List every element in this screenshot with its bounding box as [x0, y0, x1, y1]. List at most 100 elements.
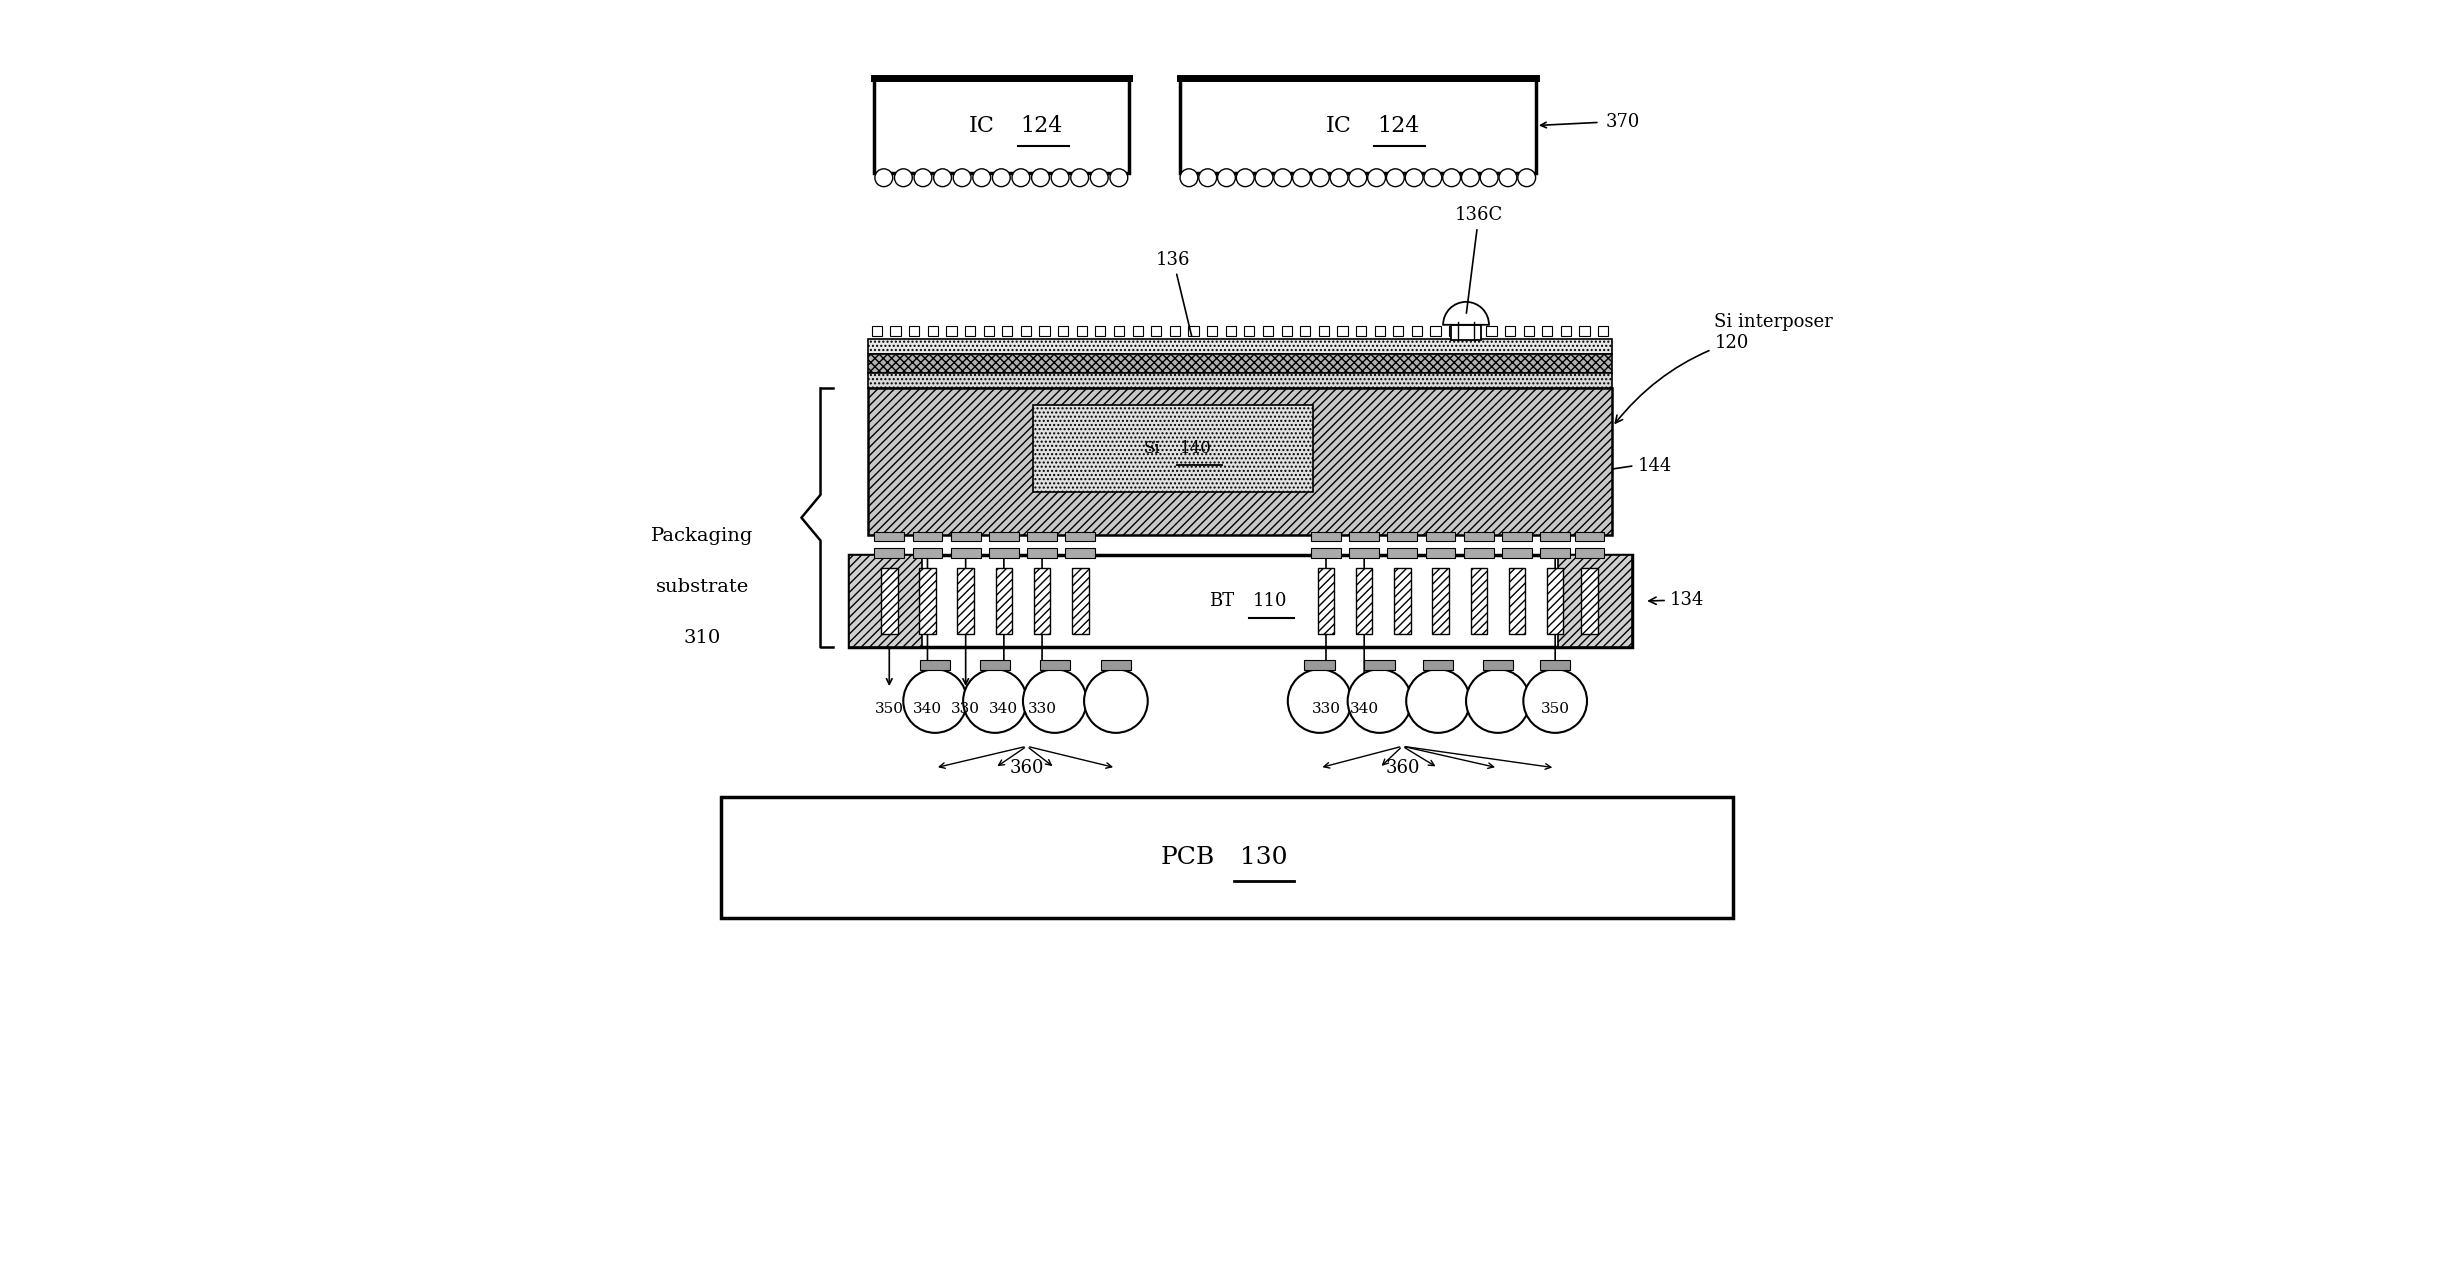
- Bar: [1541, 547, 1570, 558]
- Bar: [1388, 532, 1418, 541]
- Circle shape: [933, 168, 952, 186]
- Bar: [1206, 327, 1218, 337]
- Circle shape: [1425, 168, 1442, 186]
- Bar: [908, 327, 920, 337]
- Bar: [957, 568, 975, 634]
- Bar: [1393, 327, 1403, 337]
- Bar: [874, 78, 1130, 174]
- Bar: [1189, 327, 1199, 337]
- Circle shape: [1085, 669, 1147, 732]
- Text: IC: IC: [1326, 115, 1351, 137]
- Circle shape: [1275, 168, 1292, 186]
- Text: 340: 340: [913, 702, 943, 716]
- Bar: [1376, 327, 1386, 337]
- Bar: [1169, 327, 1179, 337]
- Bar: [1501, 532, 1531, 541]
- Bar: [913, 547, 943, 558]
- Circle shape: [1071, 168, 1088, 186]
- Circle shape: [972, 168, 992, 186]
- Bar: [1430, 327, 1440, 337]
- Text: 330: 330: [1312, 702, 1341, 716]
- Bar: [928, 327, 938, 337]
- Bar: [1388, 547, 1418, 558]
- Bar: [920, 660, 950, 670]
- Circle shape: [913, 168, 933, 186]
- Bar: [1472, 568, 1486, 634]
- Wedge shape: [1442, 302, 1489, 325]
- Text: 124: 124: [1376, 115, 1420, 137]
- Circle shape: [1292, 168, 1309, 186]
- Text: 360: 360: [1386, 759, 1420, 777]
- Text: 136C: 136C: [1454, 207, 1504, 313]
- Bar: [1312, 547, 1341, 558]
- Bar: [1304, 660, 1334, 670]
- Circle shape: [1368, 168, 1386, 186]
- Bar: [1450, 327, 1459, 337]
- Circle shape: [1442, 168, 1459, 186]
- Bar: [1413, 327, 1422, 337]
- Bar: [1095, 327, 1105, 337]
- Text: 134: 134: [1649, 591, 1703, 609]
- Bar: [989, 532, 1019, 541]
- Bar: [1317, 568, 1334, 634]
- Circle shape: [893, 168, 913, 186]
- Text: 360: 360: [1009, 759, 1043, 777]
- Bar: [1075, 327, 1088, 337]
- Circle shape: [962, 669, 1026, 732]
- Circle shape: [1329, 168, 1349, 186]
- Bar: [947, 327, 957, 337]
- Text: PCB: PCB: [1159, 846, 1216, 869]
- Bar: [920, 568, 935, 634]
- Bar: [1548, 568, 1563, 634]
- Circle shape: [952, 168, 972, 186]
- Circle shape: [1110, 168, 1127, 186]
- Text: Packaging: Packaging: [650, 527, 753, 545]
- Bar: [989, 547, 1019, 558]
- Bar: [1179, 78, 1536, 174]
- Circle shape: [1523, 669, 1587, 732]
- Bar: [1152, 327, 1162, 337]
- Bar: [1115, 327, 1125, 337]
- Text: IC: IC: [970, 115, 994, 137]
- Bar: [1058, 327, 1068, 337]
- Bar: [849, 555, 923, 647]
- Bar: [1026, 532, 1056, 541]
- Circle shape: [1349, 168, 1366, 186]
- Bar: [1575, 532, 1605, 541]
- Bar: [1066, 547, 1095, 558]
- Bar: [1575, 547, 1605, 558]
- Bar: [1523, 327, 1533, 337]
- Circle shape: [1467, 669, 1531, 732]
- Bar: [1226, 327, 1235, 337]
- Circle shape: [1499, 168, 1516, 186]
- Bar: [1245, 327, 1255, 337]
- Circle shape: [1405, 669, 1469, 732]
- Bar: [1034, 568, 1051, 634]
- Circle shape: [903, 669, 967, 732]
- Text: 136: 136: [1157, 251, 1191, 336]
- Bar: [1039, 327, 1051, 337]
- Bar: [1452, 325, 1482, 341]
- Circle shape: [1479, 168, 1499, 186]
- Bar: [1543, 327, 1553, 337]
- Bar: [1597, 327, 1607, 337]
- Bar: [950, 532, 979, 541]
- Circle shape: [1024, 669, 1088, 732]
- Bar: [1299, 327, 1309, 337]
- Text: 340: 340: [989, 702, 1019, 716]
- Bar: [1541, 660, 1570, 670]
- Text: BT: BT: [1208, 592, 1233, 610]
- Text: 130: 130: [1240, 846, 1287, 869]
- Circle shape: [1199, 168, 1216, 186]
- Circle shape: [1312, 168, 1329, 186]
- Bar: [1312, 532, 1341, 541]
- Bar: [1282, 327, 1292, 337]
- Bar: [1506, 327, 1516, 337]
- Bar: [1002, 327, 1011, 337]
- Bar: [1349, 532, 1378, 541]
- Bar: [1336, 327, 1349, 337]
- Bar: [1582, 568, 1597, 634]
- Bar: [1501, 547, 1531, 558]
- Text: 330: 330: [1029, 702, 1056, 716]
- Circle shape: [1287, 669, 1351, 732]
